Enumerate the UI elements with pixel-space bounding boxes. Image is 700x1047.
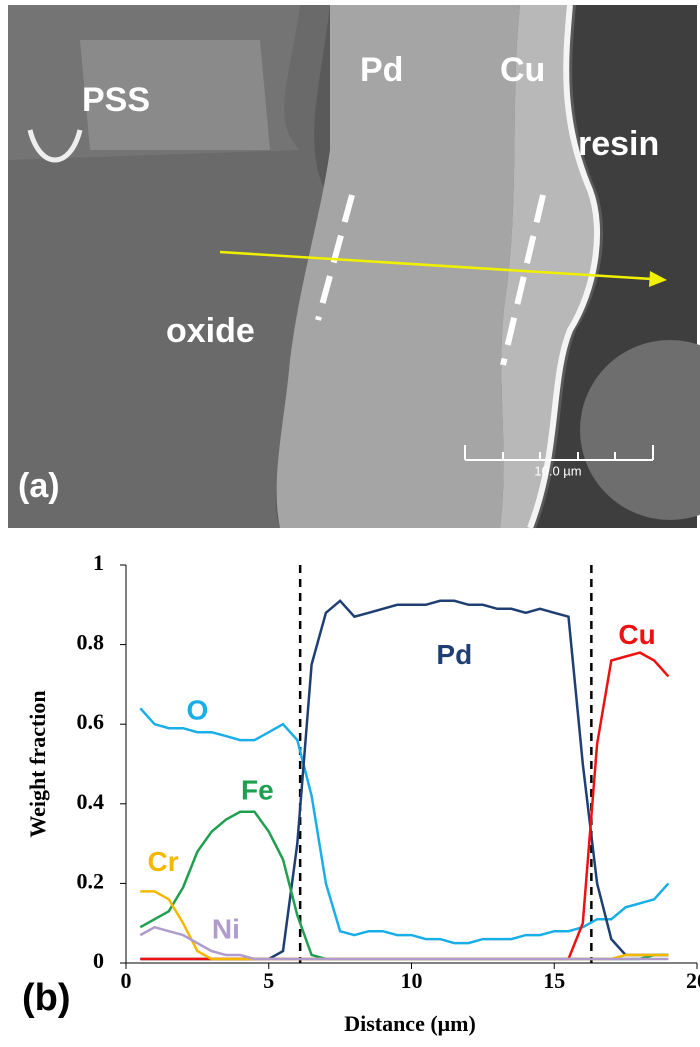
y-axis-label: Weight fraction (25, 690, 50, 837)
region-label: Cu (500, 51, 545, 89)
series-label: O (186, 695, 208, 726)
panel-label: (b) (22, 977, 71, 1019)
y-tick-label: 0 (93, 948, 104, 973)
y-tick-label: 0.2 (77, 868, 105, 893)
data-line (140, 601, 668, 959)
y-tick-label: 1 (93, 550, 104, 575)
x-tick-label: 10 (401, 968, 423, 993)
region-label: Pd (360, 51, 403, 89)
y-tick-label: 0.6 (77, 709, 105, 734)
figure: 10.0 µm PSS Pd Cu resin oxide (a) (b) Di… (0, 0, 700, 1042)
series-label: Pd (436, 639, 472, 670)
series-label: Cr (148, 846, 179, 877)
sem-image: 10.0 µm PSS Pd Cu resin oxide (a) (8, 5, 700, 528)
chart: (b) Distance (μm) Weight fraction 0 0.2 0.… (22, 550, 700, 1036)
x-axis-label: Distance (μm) (344, 1011, 476, 1036)
x-tick-label: 15 (543, 968, 565, 993)
region-label: oxide (166, 312, 255, 350)
region-label: resin (578, 125, 659, 163)
x-tick-label: 5 (263, 968, 274, 993)
panel-label: (a) (18, 467, 60, 505)
x-tick-label: 0 (121, 968, 132, 993)
series-label: Cu (618, 619, 655, 650)
scale-bar-label: 10.0 µm (534, 463, 581, 478)
series-label: Fe (241, 774, 274, 805)
region-label: PSS (82, 81, 150, 119)
y-tick-label: 0.4 (77, 789, 105, 814)
y-tick-label: 0.8 (77, 630, 105, 655)
x-tick-label: 20 (686, 968, 700, 993)
series-label: Ni (212, 914, 240, 945)
page: {"image_panel": {"label": "(a)", "annota… (0, 0, 700, 1042)
